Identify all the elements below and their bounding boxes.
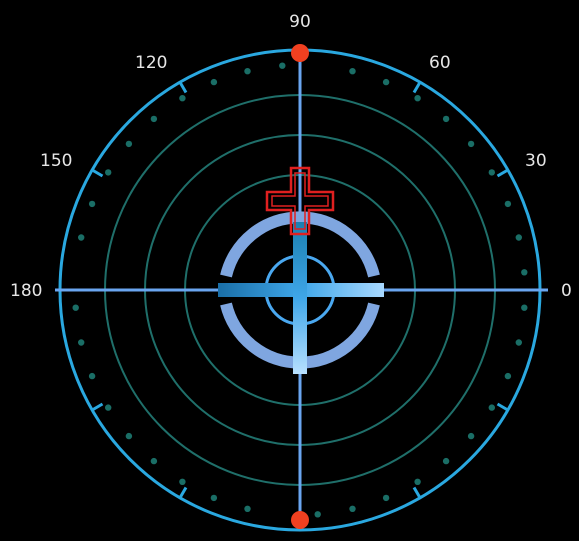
ring-dot xyxy=(78,339,85,346)
tick-mark-150 xyxy=(91,168,104,178)
angle-label-120: 120 xyxy=(135,53,167,73)
ring-dot xyxy=(515,234,522,241)
ring-dot xyxy=(279,62,286,69)
ring-dot xyxy=(150,115,158,123)
dot-ring xyxy=(72,62,528,518)
tick-mark-120 xyxy=(178,81,188,94)
ring-dot xyxy=(521,269,528,276)
ring-dot xyxy=(88,200,96,208)
angle-label-90: 90 xyxy=(289,12,311,32)
ring-dot xyxy=(210,494,218,502)
angle-label-180: 180 xyxy=(10,281,42,301)
bottom-pole-dot-icon xyxy=(291,511,309,529)
ring-dot xyxy=(125,140,133,148)
ring-dot xyxy=(414,95,421,102)
ring-dot xyxy=(504,372,512,380)
ring-dot xyxy=(125,432,133,440)
ring-dot xyxy=(521,304,528,311)
ring-dot xyxy=(442,115,450,123)
ring-dot xyxy=(488,169,495,176)
bracket-arc-top xyxy=(220,211,380,278)
ring-dot xyxy=(349,505,356,512)
angle-labels: 0 30 60 90 120 150 180 xyxy=(10,12,572,301)
ring-dot xyxy=(414,478,421,485)
tick-mark-330 xyxy=(496,402,509,412)
tick-mark-30 xyxy=(496,168,509,178)
tick-mark-240 xyxy=(178,486,188,499)
ring-dot xyxy=(382,78,390,86)
tick-mark-300 xyxy=(412,486,422,499)
target-cross-outer xyxy=(265,166,335,236)
ring-dot xyxy=(504,200,512,208)
ring-dot xyxy=(88,372,96,380)
ring-dot xyxy=(349,68,356,75)
ring-dot xyxy=(105,404,112,411)
ring-dot xyxy=(488,404,495,411)
plus-cross-icon xyxy=(265,166,335,236)
ring-dot xyxy=(515,339,522,346)
ring-dot xyxy=(179,478,186,485)
crosshair-vertical-bar xyxy=(293,222,307,374)
angle-label-30: 30 xyxy=(525,151,547,171)
ring-dot xyxy=(382,494,390,502)
ring-dot xyxy=(244,68,251,75)
ring-dot xyxy=(105,169,112,176)
ring-dot xyxy=(78,234,85,241)
ring-dot xyxy=(314,511,321,518)
ring-dot xyxy=(72,304,79,311)
top-pole-dot-icon xyxy=(291,44,309,62)
tick-marks xyxy=(91,81,509,499)
ring-dot xyxy=(150,457,158,465)
angle-label-150: 150 xyxy=(40,151,72,171)
ring-dot xyxy=(467,140,475,148)
ring-dot xyxy=(442,457,450,465)
ring-dot xyxy=(467,432,475,440)
crosshair xyxy=(218,222,384,374)
target-cross-inner xyxy=(271,172,329,230)
tick-mark-210 xyxy=(91,402,104,412)
ring-dot xyxy=(210,78,218,86)
ring-dot xyxy=(244,505,251,512)
angle-label-0: 0 xyxy=(561,281,572,301)
tick-mark-60 xyxy=(412,81,422,94)
ring-dot xyxy=(179,95,186,102)
angle-label-60: 60 xyxy=(429,53,451,73)
